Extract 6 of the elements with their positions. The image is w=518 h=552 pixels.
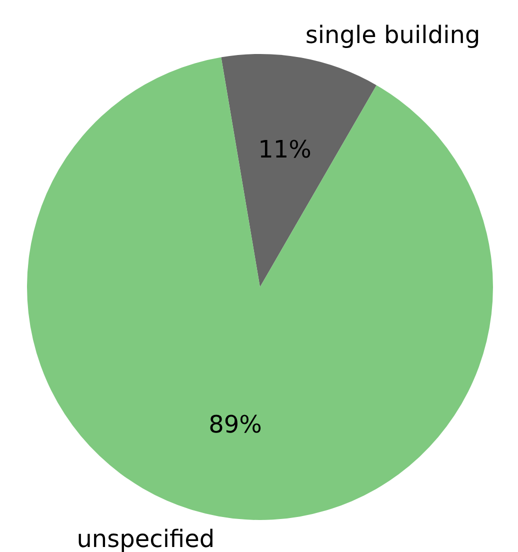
data-label: 11%	[258, 135, 312, 164]
pie-slice	[221, 54, 376, 287]
slice-label: single building	[305, 20, 480, 49]
pie-slice	[27, 57, 493, 520]
slice-label: unspecified	[76, 525, 215, 552]
data-label: 89%	[208, 410, 262, 439]
